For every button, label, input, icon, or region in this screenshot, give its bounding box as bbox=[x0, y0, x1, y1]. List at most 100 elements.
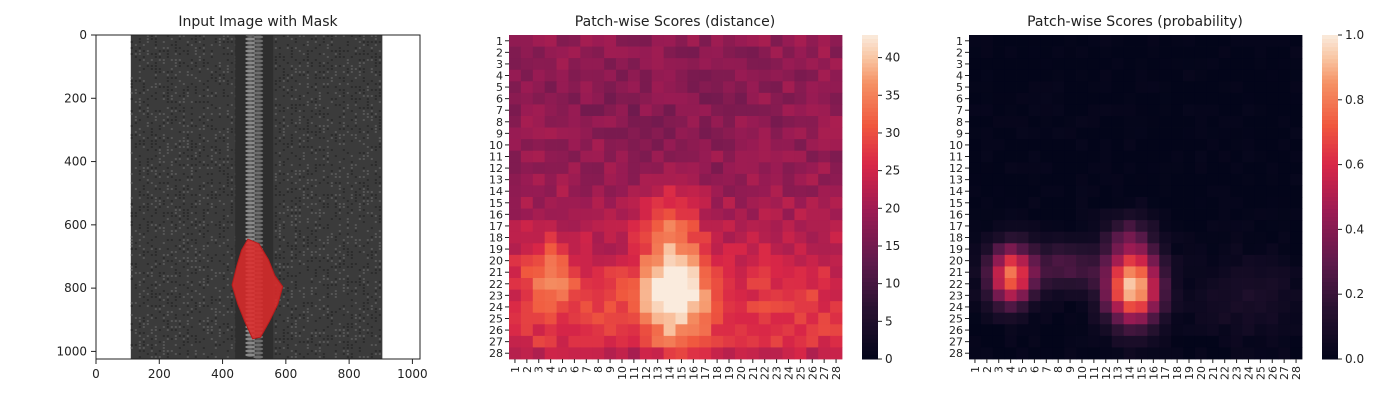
heatmap-cell bbox=[1266, 139, 1278, 151]
heatmap-cell bbox=[993, 220, 1005, 232]
heatmap-cell bbox=[628, 185, 640, 197]
heatmap-cell bbox=[604, 209, 616, 221]
colorbar-segment bbox=[862, 278, 878, 283]
colorbar-segment bbox=[862, 43, 878, 48]
heatmap-cell bbox=[1088, 278, 1100, 290]
heatmap-cell bbox=[557, 151, 569, 163]
heatmap-cell bbox=[1017, 116, 1029, 128]
heatmap-cell bbox=[1040, 243, 1052, 255]
heatmap-cell bbox=[747, 70, 759, 82]
heatmap-cell bbox=[1005, 197, 1017, 209]
heatmap-cell bbox=[1183, 347, 1195, 359]
heatmap-cell bbox=[580, 93, 592, 105]
heatmap-cell bbox=[794, 290, 806, 302]
heatmap-cell bbox=[1136, 174, 1148, 186]
heatmap-cell bbox=[557, 266, 569, 278]
heatmap-cell bbox=[771, 336, 783, 348]
heatmap-cell bbox=[1136, 255, 1148, 267]
heatmap-cell bbox=[981, 35, 993, 47]
heatmap-cell bbox=[969, 266, 981, 278]
heatmap-cell bbox=[711, 290, 723, 302]
heatmap-cell bbox=[1112, 35, 1124, 47]
heatmap-cell bbox=[652, 104, 664, 116]
heatmap-cell bbox=[783, 104, 795, 116]
heatmap-cell bbox=[1231, 116, 1243, 128]
heatmap-cell bbox=[723, 197, 735, 209]
heatmap-cell bbox=[604, 116, 616, 128]
colorbar-segment bbox=[862, 39, 878, 44]
heatmap-cell bbox=[568, 70, 580, 82]
heatmap-cell bbox=[1005, 116, 1017, 128]
heatmap-cell bbox=[783, 313, 795, 325]
heatmap-cell bbox=[1266, 313, 1278, 325]
heatmap-cell bbox=[818, 93, 830, 105]
colorbar-segment bbox=[862, 209, 878, 214]
colorbar-segment bbox=[1322, 88, 1338, 93]
heatmap-cell bbox=[1017, 58, 1029, 70]
heatmap-cell bbox=[687, 209, 699, 221]
heatmap-cell bbox=[1088, 301, 1100, 313]
heatmap-cell bbox=[1159, 266, 1171, 278]
colorbar-segment bbox=[862, 351, 878, 356]
heatmap-cell bbox=[747, 58, 759, 70]
heatmap-cell bbox=[687, 266, 699, 278]
heatmap-cell bbox=[830, 116, 842, 128]
heatmap-cell bbox=[580, 336, 592, 348]
heatmap-cell bbox=[818, 139, 830, 151]
heatmap-cell bbox=[1183, 232, 1195, 244]
heatmap-cell bbox=[993, 324, 1005, 336]
heatmap-cell bbox=[981, 116, 993, 128]
heatmap-cell bbox=[592, 324, 604, 336]
heatmap-cell bbox=[806, 128, 818, 140]
heatmap-cell bbox=[533, 232, 545, 244]
heatmap-cell bbox=[711, 313, 723, 325]
heatmap-cell bbox=[818, 70, 830, 82]
heatmap-cell bbox=[1112, 324, 1124, 336]
heatmap-cell bbox=[1052, 47, 1064, 59]
colorbar-segment bbox=[862, 76, 878, 81]
heatmap-cell bbox=[557, 70, 569, 82]
heatmap-cell bbox=[818, 313, 830, 325]
heatmap-cell bbox=[699, 301, 711, 313]
heatmap-cell bbox=[735, 139, 747, 151]
heatmap-cell bbox=[1052, 243, 1064, 255]
heatmap-cell bbox=[759, 162, 771, 174]
heatmap-cell bbox=[1195, 185, 1207, 197]
colorbar-segment bbox=[1322, 262, 1338, 267]
heatmap-cell bbox=[1088, 58, 1100, 70]
heatmap-cell bbox=[1290, 324, 1302, 336]
heatmap-cell bbox=[676, 255, 688, 267]
heatmap-cell bbox=[687, 255, 699, 267]
heatmap-cell bbox=[1183, 209, 1195, 221]
heatmap-cell bbox=[806, 255, 818, 267]
heatmap-cell bbox=[1219, 185, 1231, 197]
heatmap-cell bbox=[533, 93, 545, 105]
colorbar-segment bbox=[862, 35, 878, 40]
heatmap-cell bbox=[1195, 243, 1207, 255]
heatmap-cell bbox=[1278, 266, 1290, 278]
heatmap-cell bbox=[1243, 151, 1255, 163]
colorbar-segment bbox=[862, 152, 878, 157]
heatmap-cell bbox=[521, 347, 533, 359]
heatmap-cell bbox=[545, 324, 557, 336]
heatmap-cell bbox=[1195, 209, 1207, 221]
heatmap-cell bbox=[818, 151, 830, 163]
colorbar-segment bbox=[862, 55, 878, 60]
heatmap-cell bbox=[1064, 81, 1076, 93]
heatmap-cell bbox=[723, 313, 735, 325]
heatmap-cell bbox=[628, 347, 640, 359]
colorbar-segment bbox=[862, 201, 878, 206]
heatmap-cell bbox=[1100, 255, 1112, 267]
heatmap-cell bbox=[1017, 301, 1029, 313]
heatmap-cell bbox=[969, 185, 981, 197]
heatmap-cell bbox=[1159, 139, 1171, 151]
heatmap-cell bbox=[1088, 81, 1100, 93]
colorbar-segment bbox=[862, 294, 878, 299]
heatmap-cell bbox=[568, 301, 580, 313]
heatmap-cell bbox=[509, 174, 521, 186]
heatmap-cell bbox=[1159, 81, 1171, 93]
heatmap-cell bbox=[1052, 151, 1064, 163]
heatmap-cell bbox=[687, 128, 699, 140]
heatmap-cell bbox=[664, 220, 676, 232]
heatmap-cell bbox=[1017, 290, 1029, 302]
